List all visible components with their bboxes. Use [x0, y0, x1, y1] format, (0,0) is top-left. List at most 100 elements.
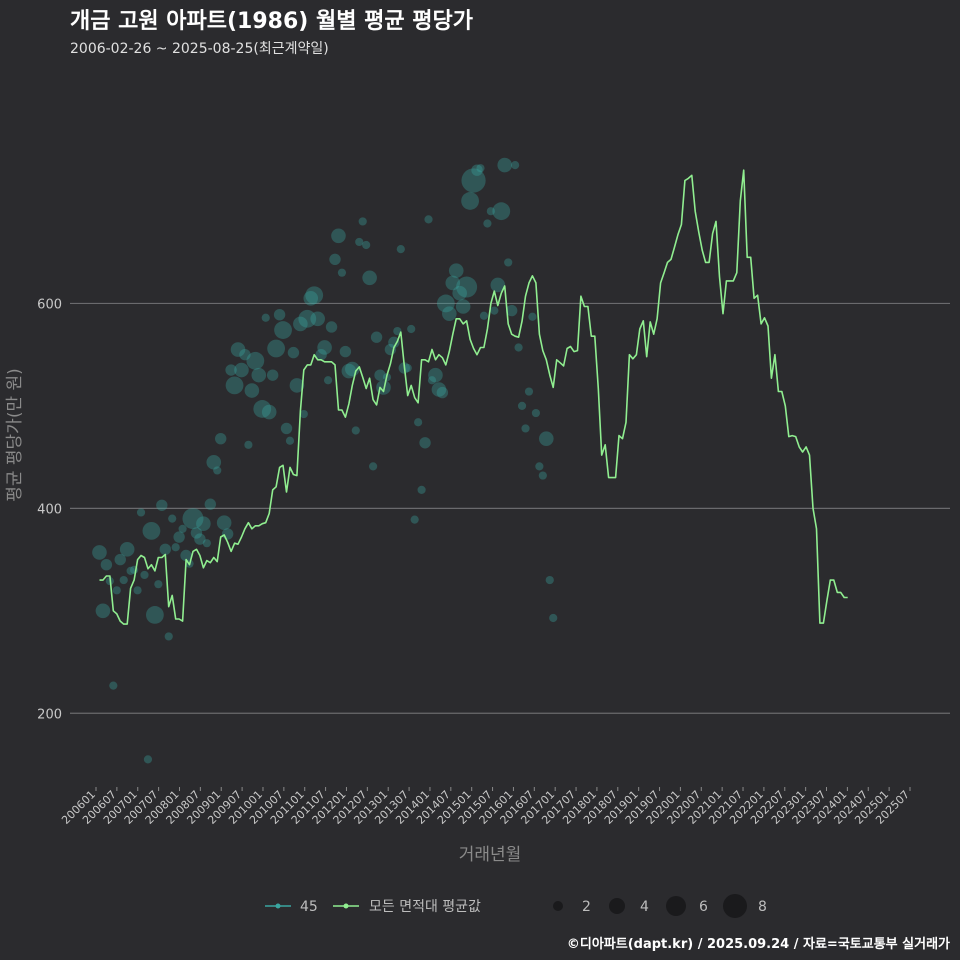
scatter-point-66: [323, 376, 333, 385]
scatter-point-43: [244, 440, 253, 449]
scatter-point-6: [114, 553, 126, 566]
scatter-point-108: [461, 168, 486, 193]
scatter-point-44: [244, 383, 260, 398]
scatter-point-98: [431, 382, 447, 397]
scatter-point-65: [317, 340, 332, 355]
scatter-point-22: [171, 543, 180, 552]
scatter-point-100: [436, 294, 455, 313]
scatter-point-60: [298, 309, 317, 328]
scatter-point-102: [445, 275, 461, 291]
scatter-point-58: [293, 316, 308, 332]
scatter-point-122: [517, 401, 527, 410]
scatter-point-2: [100, 559, 113, 571]
scatter-point-103: [448, 263, 464, 278]
scatter-point-92: [414, 418, 423, 427]
scatter-point-13: [140, 570, 149, 580]
scatter-point-1: [95, 603, 111, 619]
scatter-point-9: [126, 566, 135, 575]
line-layer: [99, 169, 848, 625]
scatter-point-54: [280, 422, 293, 435]
scatter-point-0: [92, 545, 107, 560]
scatter-point-105: [455, 299, 471, 314]
scatter-point-37: [221, 528, 234, 540]
scatter-point-24: [178, 524, 187, 533]
scatter-point-110: [476, 164, 485, 173]
scatter-point-107: [461, 192, 479, 210]
legend-line-swatch-dot: [343, 903, 349, 909]
scatter-point-69: [331, 228, 346, 244]
scatter-point-90: [407, 324, 416, 334]
scatter-point-61: [303, 290, 319, 306]
scatter-point-118: [504, 258, 513, 267]
scatter-point-72: [341, 363, 357, 379]
legend-points-swatch-dot: [275, 903, 281, 909]
legend-size-label-8: 8: [758, 899, 767, 915]
scatter-point-56: [287, 346, 300, 359]
y-tick-label-400: 400: [37, 502, 62, 517]
scatter-point-104: [452, 285, 468, 301]
scatter-point-75: [355, 237, 364, 247]
scatter-point-23: [173, 531, 185, 543]
scatter-point-50: [266, 369, 279, 381]
scatter-point-93: [417, 485, 426, 495]
scatter-point-120: [511, 160, 520, 170]
scatter-point-115: [490, 277, 506, 293]
scatter-point-112: [483, 219, 492, 228]
y-tick-layer: 200 400 600: [37, 297, 62, 722]
scatter-point-125: [528, 312, 537, 321]
scatter-point-130: [545, 575, 554, 585]
scatter-point-35: [214, 432, 227, 445]
scatter-point-67: [325, 321, 338, 333]
scatter-point-77: [362, 240, 371, 250]
scatter-point-14: [143, 755, 153, 764]
scatter-point-109: [471, 164, 483, 176]
scatter-point-81: [374, 369, 386, 381]
scatter-point-42: [239, 348, 251, 361]
scatter-point-45: [246, 351, 265, 370]
scatter-point-47: [253, 400, 272, 418]
chart-subtitle: 2006-02-26 ~ 2025-08-25(최근계약일): [70, 41, 329, 57]
scatter-point-40: [230, 342, 246, 357]
scatter-point-49: [261, 404, 277, 420]
scatter-point-33: [206, 454, 222, 470]
scatter-point-21: [168, 514, 177, 523]
scatter-point-127: [535, 462, 544, 471]
scatter-point-16: [145, 606, 164, 624]
scatter-point-121: [514, 343, 523, 352]
scatter-point-18: [156, 499, 168, 511]
scatter-point-19: [159, 543, 171, 556]
scatter-point-86: [393, 326, 402, 336]
legend-size-dot-8: [723, 894, 747, 918]
legend-size-label-4: 4: [640, 899, 649, 915]
scatter-point-29: [194, 533, 206, 545]
scatter-point-76: [358, 217, 367, 226]
scatter-point-91: [410, 515, 419, 524]
scatter-point-5: [112, 586, 121, 595]
x-tick-layer: 2006012006072007012007072008012008072009…: [59, 787, 912, 827]
points-layer: [92, 157, 558, 764]
chart-title: 개금 고원 아파트(1986) 월별 평균 평당가: [70, 9, 473, 34]
scatter-point-119: [505, 304, 518, 317]
scatter-point-41: [234, 362, 249, 378]
scatter-point-11: [133, 586, 142, 595]
y-axis-title: 평균 평당가(만 원): [5, 368, 25, 502]
x-axis-title: 거래년월: [459, 845, 522, 865]
scatter-point-70: [337, 268, 347, 277]
y-tick-label-200: 200: [37, 707, 62, 722]
source-caption: ©디아파트(dapt.kr) / 2025.09.24 / 자료=국토교통부 실…: [567, 936, 950, 952]
scatter-point-94: [419, 437, 431, 449]
scatter-point-96: [427, 376, 437, 385]
y-tick-label-600: 600: [37, 297, 62, 312]
scatter-point-131: [549, 613, 558, 623]
scatter-point-97: [428, 367, 443, 383]
scatter-point-28: [190, 527, 203, 539]
scatter-point-68: [329, 253, 341, 266]
scatter-point-57: [289, 378, 305, 393]
scatter-point-30: [196, 516, 211, 532]
scatter-point-79: [369, 462, 378, 471]
scatter-point-15: [142, 521, 161, 540]
scatter-point-31: [202, 539, 211, 548]
scatter-point-20: [164, 632, 173, 641]
